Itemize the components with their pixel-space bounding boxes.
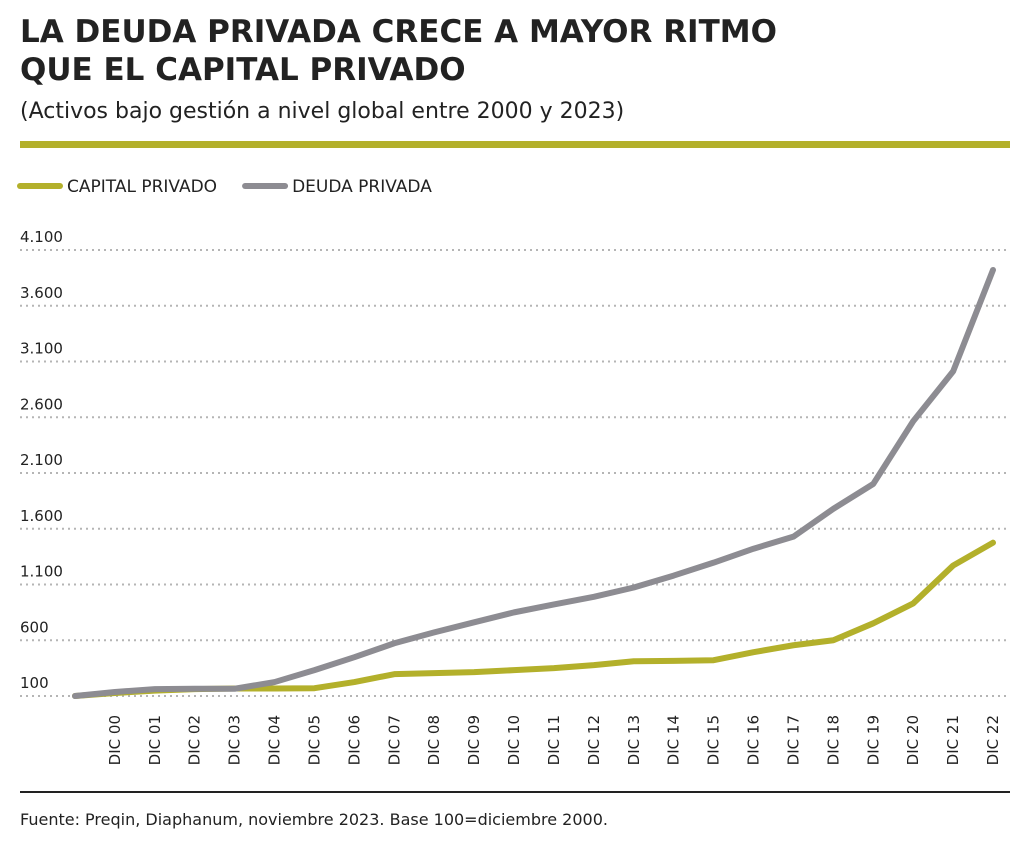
series-line [72, 266, 996, 699]
chart-title: QUE EL CAPITAL PRIVADO [20, 52, 466, 88]
y-tick-label: 1.600 [20, 507, 63, 525]
x-tick-label: DIC 07 [385, 715, 403, 765]
x-tick-label: DIC 11 [545, 715, 563, 765]
y-tick-label: 2.100 [20, 451, 63, 469]
y-tick-label: 3.600 [20, 284, 63, 302]
y-tick-label: 600 [20, 618, 49, 636]
x-tick-label: DIC 21 [944, 715, 962, 765]
x-tick-label: DIC 03 [226, 715, 244, 765]
x-tick-label: DIC 04 [266, 715, 284, 765]
x-tick-label: DIC 02 [186, 715, 204, 765]
header-bar [20, 141, 1010, 148]
x-tick-label: DIC 06 [345, 715, 363, 765]
x-tick-label: DIC 12 [585, 715, 603, 765]
x-tick-label: DIC 20 [904, 715, 922, 765]
x-tick-label: DIC 09 [465, 715, 483, 765]
x-tick-label: DIC 17 [784, 715, 802, 765]
x-tick-label: DIC 22 [984, 715, 1002, 765]
legend-label: DEUDA PRIVADA [292, 177, 432, 197]
x-tick-label: DIC 08 [425, 715, 443, 765]
y-tick-label: 3.100 [20, 340, 63, 358]
x-tick-label: DIC 00 [106, 715, 124, 765]
series-line [72, 539, 996, 699]
source: Fuente: Preqin, Diaphanum, noviembre 202… [20, 810, 608, 829]
y-tick-label: 100 [20, 674, 49, 692]
legend-label: CAPITAL PRIVADO [67, 177, 217, 197]
y-tick-label: 2.600 [20, 395, 63, 413]
x-tick-label: DIC 18 [824, 715, 842, 765]
chart-title: LA DEUDA PRIVADA CRECE A MAYOR RITMO [20, 14, 777, 50]
x-tick-label: DIC 15 [705, 715, 723, 765]
x-tick-label: DIC 14 [665, 715, 683, 765]
x-tick-label: DIC 16 [745, 715, 763, 765]
x-tick-label: DIC 01 [146, 715, 164, 765]
x-tick-label: DIC 05 [305, 715, 323, 765]
x-tick-label: DIC 19 [864, 715, 882, 765]
y-tick-label: 4.100 [20, 228, 63, 246]
y-tick-label: 1.100 [20, 563, 63, 581]
chart-subtitle: (Activos bajo gestión a nivel global ent… [20, 99, 624, 124]
x-tick-label: DIC 13 [625, 715, 643, 765]
x-tick-label: DIC 10 [505, 715, 523, 765]
